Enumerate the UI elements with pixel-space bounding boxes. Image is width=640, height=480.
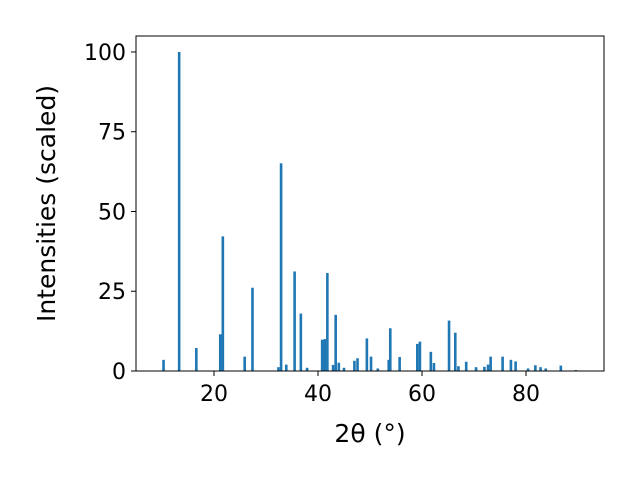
bar bbox=[457, 366, 460, 371]
bar bbox=[243, 356, 246, 371]
bar bbox=[387, 359, 391, 371]
bar bbox=[388, 328, 392, 371]
bar bbox=[501, 356, 504, 371]
bar bbox=[195, 348, 198, 371]
bar bbox=[559, 365, 563, 371]
x-tick-label: 80 bbox=[512, 382, 540, 407]
plot-frame bbox=[135, 35, 605, 372]
bar bbox=[453, 332, 457, 371]
bar bbox=[323, 339, 327, 371]
y-axis-label: Intensities (scaled) bbox=[32, 85, 61, 322]
bar bbox=[369, 356, 373, 371]
bar bbox=[432, 363, 436, 371]
x-tick-label: 60 bbox=[408, 382, 436, 407]
bar bbox=[489, 356, 492, 371]
bar bbox=[251, 287, 254, 371]
bar bbox=[514, 361, 517, 371]
bar bbox=[526, 368, 530, 371]
bar bbox=[544, 368, 548, 371]
x-tick-label: 20 bbox=[200, 382, 228, 407]
bar bbox=[418, 341, 422, 371]
bar bbox=[320, 339, 324, 371]
bar bbox=[474, 367, 478, 371]
bar bbox=[337, 362, 341, 371]
bar bbox=[177, 51, 181, 371]
bar bbox=[293, 271, 296, 371]
x-axis-label: 2θ (°) bbox=[334, 419, 405, 448]
bar bbox=[326, 273, 329, 371]
bar bbox=[221, 236, 225, 371]
bar bbox=[509, 359, 513, 371]
bar bbox=[218, 334, 222, 371]
y-tick-label: 25 bbox=[98, 280, 126, 305]
bar bbox=[356, 358, 359, 371]
bar bbox=[464, 361, 468, 371]
bar bbox=[331, 364, 335, 371]
bar bbox=[376, 368, 380, 371]
y-tick-label: 0 bbox=[112, 360, 126, 385]
bar bbox=[429, 351, 433, 371]
bar bbox=[483, 366, 486, 371]
bar bbox=[539, 367, 542, 371]
bar bbox=[299, 313, 303, 371]
bar bbox=[353, 360, 356, 371]
bar bbox=[486, 364, 490, 371]
y-axis-ticks: 0 25 50 75 100 bbox=[84, 41, 136, 385]
bar bbox=[305, 367, 309, 371]
bar bbox=[279, 163, 283, 371]
y-tick-label: 50 bbox=[98, 200, 126, 225]
bar bbox=[284, 364, 288, 371]
bars-group bbox=[162, 51, 578, 371]
bar bbox=[162, 359, 165, 371]
bar bbox=[334, 314, 337, 371]
bar bbox=[277, 367, 280, 371]
y-tick-label: 75 bbox=[98, 121, 126, 146]
bar bbox=[416, 343, 419, 371]
y-tick-label: 100 bbox=[84, 41, 126, 66]
bar bbox=[398, 356, 401, 371]
bar bbox=[447, 320, 451, 371]
bar bbox=[534, 365, 537, 371]
x-tick-label: 40 bbox=[304, 382, 332, 407]
bar bbox=[365, 338, 369, 371]
bar bbox=[342, 367, 346, 371]
x-axis-ticks: 20 40 60 80 bbox=[200, 371, 540, 407]
